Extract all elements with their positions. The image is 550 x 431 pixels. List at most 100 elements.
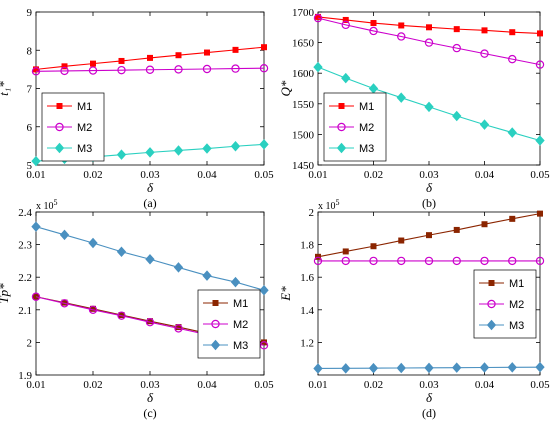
legend: M1 M2 M3 xyxy=(41,92,105,162)
legend-swatch-marker xyxy=(488,280,495,286)
legend: M1 M2 M3 xyxy=(197,289,261,359)
y-tick-label: 1550 xyxy=(292,99,315,111)
data-point xyxy=(31,221,41,232)
data-point xyxy=(259,139,269,150)
data-point xyxy=(145,254,155,265)
y-exponent-label: x 105 xyxy=(318,198,340,212)
data-point xyxy=(341,363,351,374)
y-tick-label: 1.9 xyxy=(18,370,32,382)
legend: M1 M2 M3 xyxy=(473,269,537,339)
data-point xyxy=(175,52,182,59)
x-axis-label: δ xyxy=(147,390,154,405)
data-point xyxy=(452,43,461,53)
x-axis-label: δ xyxy=(147,180,154,195)
data-point xyxy=(426,24,432,31)
y-tick-label: 2.3 xyxy=(18,240,32,252)
series-m3 xyxy=(313,361,545,374)
legend-swatch-marker xyxy=(337,122,346,132)
y-tick-label: 2 xyxy=(27,337,33,349)
y-tick-label: 1600 xyxy=(292,68,315,80)
data-point xyxy=(117,311,126,320)
series-m2 xyxy=(31,64,269,76)
y-tick-label: 2.4 xyxy=(18,207,32,219)
data-point xyxy=(313,13,323,23)
data-point xyxy=(535,135,545,146)
data-point xyxy=(313,363,323,374)
panel-caption: (b) xyxy=(422,196,436,210)
x-tick-label: 0.01 xyxy=(308,169,327,181)
data-point xyxy=(88,237,98,249)
y-tick-label: 2 xyxy=(309,207,315,219)
data-point xyxy=(481,221,488,228)
data-point xyxy=(397,256,406,266)
y-tick-label: 1.8 xyxy=(300,240,314,252)
y-tick-label: 2.1 xyxy=(18,305,32,317)
x-tick-label: 0.02 xyxy=(364,379,383,391)
data-point xyxy=(535,256,545,266)
legend-label: M1 xyxy=(233,298,248,310)
x-tick-label: 0.01 xyxy=(26,169,45,181)
y-axis-label: E* xyxy=(278,286,293,302)
y-tick-label: 1500 xyxy=(292,129,315,141)
data-point xyxy=(426,232,432,239)
data-point xyxy=(341,20,350,30)
legend-label: M2 xyxy=(509,299,524,311)
data-point xyxy=(424,101,434,113)
data-point xyxy=(370,20,377,27)
data-point xyxy=(31,155,41,167)
series-m2 xyxy=(313,256,545,266)
data-point xyxy=(173,145,184,156)
data-point xyxy=(398,237,405,244)
series-m1 xyxy=(315,210,543,260)
data-point xyxy=(204,49,210,56)
x-tick-label: 0.02 xyxy=(83,379,102,391)
data-point xyxy=(259,64,269,73)
data-point xyxy=(398,22,405,29)
legend-label: M2 xyxy=(359,122,374,134)
data-point xyxy=(31,292,41,301)
data-point xyxy=(508,54,517,64)
series-m2 xyxy=(313,13,545,69)
legend-swatch-marker xyxy=(487,299,496,309)
data-point xyxy=(452,110,462,122)
data-point xyxy=(452,362,462,373)
data-point xyxy=(174,65,183,74)
data-point xyxy=(341,72,351,84)
data-point xyxy=(452,256,461,266)
x-tick-label: 0.01 xyxy=(308,379,327,391)
data-point xyxy=(261,44,267,51)
data-point xyxy=(453,26,460,33)
data-point xyxy=(370,243,377,250)
data-point xyxy=(507,127,517,138)
legend-label: M2 xyxy=(233,319,248,331)
data-point xyxy=(397,32,406,41)
data-point xyxy=(174,324,183,333)
data-point xyxy=(479,119,490,130)
data-point xyxy=(480,256,489,266)
data-point xyxy=(509,29,516,36)
data-point xyxy=(369,26,378,36)
legend-swatch-marker xyxy=(56,103,63,109)
x-tick-label: 0.03 xyxy=(419,379,439,391)
data-point xyxy=(342,16,349,23)
data-point xyxy=(90,60,96,67)
data-point xyxy=(313,256,323,266)
y-tick-label: 2.2 xyxy=(18,272,32,284)
data-point xyxy=(61,63,68,70)
data-point xyxy=(479,362,490,373)
data-point xyxy=(202,64,212,74)
data-point xyxy=(313,61,323,73)
legend-label: M3 xyxy=(77,143,92,155)
data-point xyxy=(507,362,517,373)
panel-caption: (c) xyxy=(143,406,156,420)
data-point xyxy=(341,256,350,266)
chart-panel-c: 0.01 0.02 0.03 0.04 0.05 1.9 2 2.1 2.2 2.3 2.4 x 10… xyxy=(0,198,274,420)
data-point xyxy=(396,362,406,374)
y-tick-label: 1700 xyxy=(292,7,315,19)
series-m3 xyxy=(31,221,269,296)
legend-swatch-marker xyxy=(211,319,220,329)
y-tick-label: 9 xyxy=(27,7,33,19)
x-tick-label: 0.05 xyxy=(530,169,550,181)
data-point xyxy=(116,246,127,258)
